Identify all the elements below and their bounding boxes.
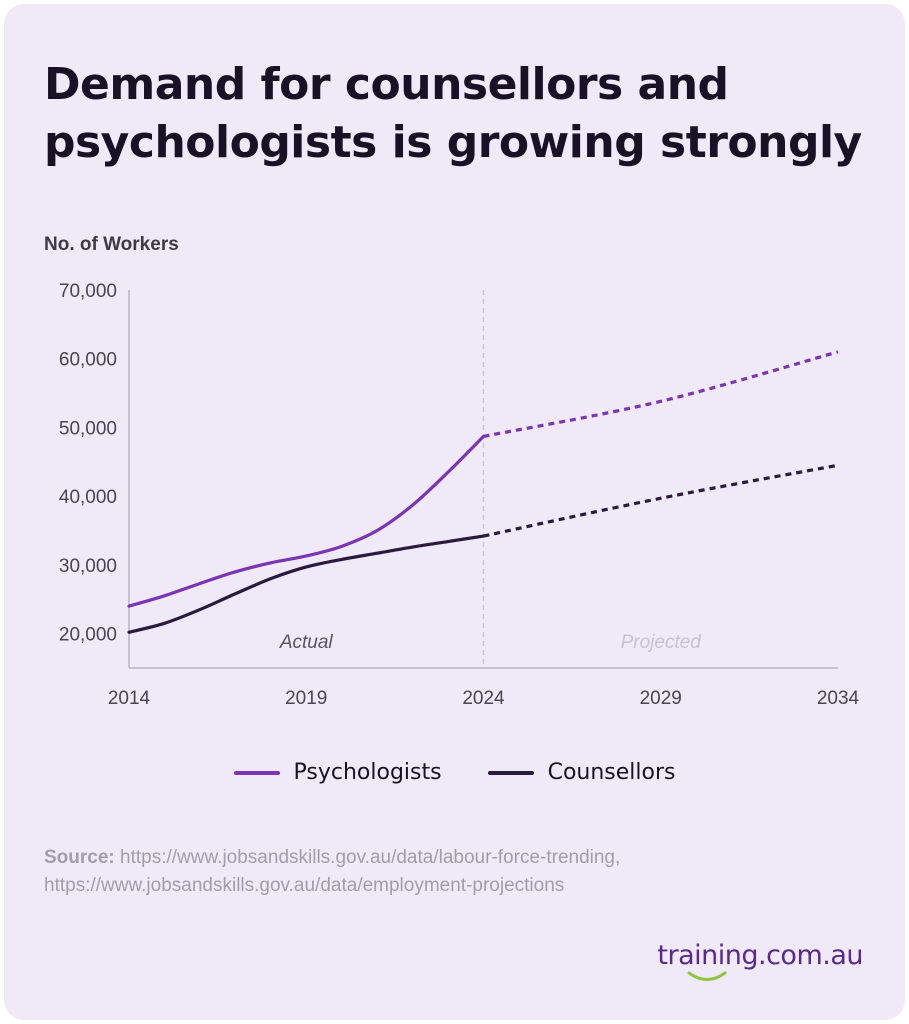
y-axis-title: No. of Workers (44, 234, 179, 255)
legend-label-psychologists: Psychologists (293, 760, 442, 785)
series-line-counsellors-projected (483, 463, 839, 538)
y-tick-label-5: 70,000 (59, 281, 117, 302)
legend: Psychologists Counsellors (4, 760, 905, 785)
source-note: Source: https://www.jobsandskills.gov.au… (44, 844, 864, 900)
y-tick-label-4: 60,000 (59, 350, 117, 371)
y-tick-label-2: 40,000 (59, 487, 117, 508)
region-label-actual: Actual (279, 632, 334, 653)
legend-swatch-counsellors (487, 770, 534, 775)
x-tick-label-1: 2019 (285, 688, 327, 709)
y-tick-label-1: 30,000 (59, 556, 117, 577)
source-label: Source: (44, 847, 115, 868)
series-line-counsellors-actual (127, 534, 486, 634)
brand-logo[interactable]: training.com.au (657, 940, 863, 981)
y-tick-label-3: 50,000 (59, 418, 117, 439)
line-chart: No. of Workers 20,000 30,000 40,000 50,000 60… (44, 234, 860, 709)
x-tick-label-4: 2034 (817, 688, 860, 709)
x-tick-label-3: 2029 (640, 688, 682, 709)
legend-label-counsellors: Counsellors (547, 760, 676, 785)
series-line-psychologists-projected (483, 350, 839, 438)
legend-swatch-psychologists (233, 770, 280, 775)
legend-item-psychologists: Psychologists (233, 760, 442, 785)
legend-item-counsellors: Counsellors (487, 760, 676, 785)
series-line-psychologists-actual (127, 434, 486, 608)
source-link-2[interactable]: https://www.jobsandskills.gov.au/data/em… (44, 875, 565, 896)
infographic-card: Demand for counsellors and psychologists… (4, 4, 905, 1020)
region-label-projected: Projected (621, 632, 703, 653)
smile-icon (687, 971, 727, 981)
source-link-1[interactable]: https://www.jobsandskills.gov.au/data/la… (120, 847, 621, 868)
y-tick-label-0: 20,000 (59, 625, 117, 646)
brand-logo-text: training.com.au (657, 940, 863, 971)
x-tick-label-0: 2014 (108, 688, 151, 709)
x-tick-label-2: 2024 (462, 688, 505, 709)
page-title: Demand for counsellors and psychologists… (44, 59, 862, 168)
